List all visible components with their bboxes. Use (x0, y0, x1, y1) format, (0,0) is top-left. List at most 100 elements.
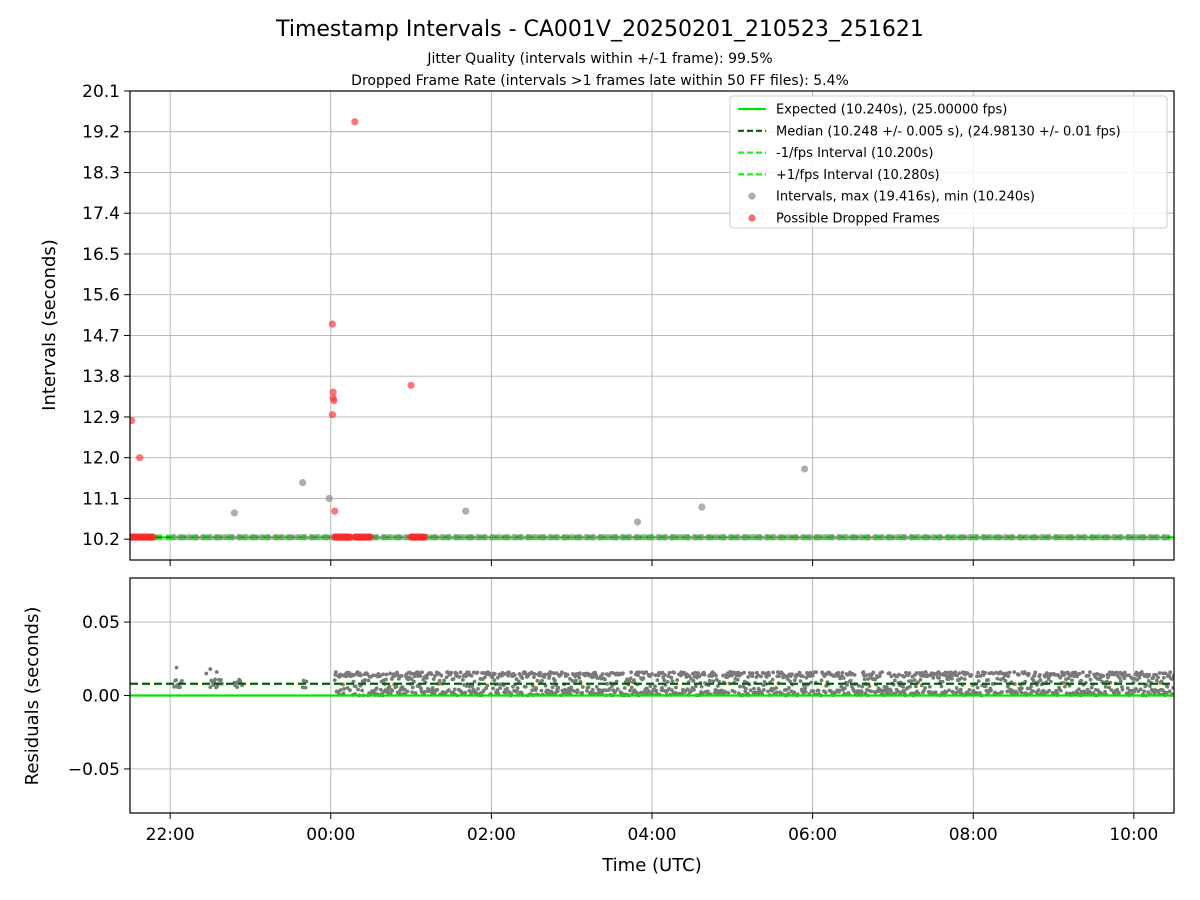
residual-point (948, 670, 953, 675)
residual-point (908, 684, 912, 689)
residual-point (381, 672, 385, 677)
interval-point (243, 533, 250, 541)
interval-point (325, 494, 333, 503)
interval-point (843, 533, 850, 541)
interval-point (987, 533, 995, 541)
time-x-tick-label: 04:00 (628, 825, 677, 845)
legend-entry: Median (10.248 +/- 0.005 s), (24.98130 +… (738, 124, 1121, 139)
residual-points (172, 665, 1174, 698)
residual-point (923, 685, 928, 690)
interval-point (597, 533, 604, 541)
residual-point (442, 678, 447, 683)
residual-point (777, 674, 781, 679)
residual-point (460, 677, 465, 682)
residual-point (848, 678, 853, 683)
residual-point (621, 671, 625, 676)
dropped-frame-point (328, 320, 336, 328)
residual-point (516, 679, 521, 684)
residual-point (555, 689, 560, 694)
interval-point (1002, 533, 1009, 541)
residual-point (962, 677, 967, 682)
interval-point (590, 533, 597, 541)
residual-point (873, 677, 877, 682)
interval-point (828, 533, 836, 541)
residual-point (506, 673, 511, 678)
residual-point (523, 684, 528, 689)
residual-point (429, 672, 434, 677)
residual-point (577, 675, 582, 680)
residual-point (374, 686, 379, 691)
residual-point (653, 684, 657, 689)
interval-point (857, 533, 865, 541)
residual-point (534, 686, 539, 691)
residual-point (420, 670, 425, 675)
residual-point (669, 688, 674, 693)
interval-point (937, 533, 944, 541)
residual-point (457, 674, 462, 679)
residual-point (428, 688, 433, 693)
residual-point (841, 676, 846, 680)
residual-point (537, 673, 542, 678)
residual-point (852, 673, 857, 677)
interval-point (1052, 533, 1060, 541)
residual-point (399, 674, 404, 678)
residual-point (726, 691, 731, 695)
residual-point (953, 670, 958, 675)
residual-point (1063, 684, 1067, 689)
residual-point (1124, 673, 1128, 678)
residual-point (1030, 689, 1035, 693)
residual-point (1171, 685, 1174, 690)
residual-point (613, 689, 618, 694)
residual-point (931, 675, 936, 680)
residual-point (662, 678, 667, 683)
legend-label: Intervals, max (19.416s), min (10.240s) (776, 190, 1035, 205)
interval-point (1103, 533, 1110, 541)
residual-point (495, 675, 500, 680)
residual-point (397, 691, 402, 696)
residual-point (958, 687, 963, 692)
residual-point (861, 670, 866, 674)
interval-point (756, 533, 763, 541)
residual-point (179, 678, 184, 683)
interval-point (647, 533, 655, 541)
residual-point (864, 673, 869, 678)
residual-point (378, 687, 383, 692)
residual-point (1107, 685, 1112, 690)
residual-point (1103, 684, 1108, 689)
dropped-frame-point (331, 507, 339, 515)
residual-point (840, 670, 845, 675)
interval-point (235, 533, 243, 541)
interval-point (539, 533, 547, 541)
residual-point (409, 677, 414, 681)
interval-point (481, 533, 489, 541)
residual-point (476, 686, 480, 691)
interval-point (517, 533, 525, 541)
interval-point (604, 533, 612, 541)
residual-point (1043, 674, 1048, 679)
intervals-y-tick-label: 16.5 (82, 245, 120, 265)
residual-point (300, 685, 305, 690)
interval-point (698, 503, 706, 511)
residual-point (1079, 678, 1084, 683)
intervals-y-ticks: 10.2 11.1 12.0 12.9 13.8 14.7 15.6 16.5 17.4 18.3… (82, 82, 1135, 566)
residual-point (629, 685, 634, 690)
residual-point (752, 686, 756, 691)
residual-point (629, 670, 634, 675)
residual-point (1029, 684, 1034, 689)
interval-point (474, 533, 482, 541)
residual-point (1114, 670, 1119, 675)
interval-point (944, 533, 951, 541)
residuals-ticks: 22:00 00:00 02:00 04:00 06:00 08:00 10:00 −0.05… (68, 613, 1158, 845)
residual-point (439, 673, 444, 678)
residual-point (353, 684, 358, 689)
residual-point (1086, 673, 1091, 678)
residual-point (410, 690, 415, 695)
interval-point (387, 533, 395, 541)
residual-point (172, 684, 177, 689)
residual-point (469, 673, 474, 678)
dropped-frame-point (420, 533, 429, 541)
legend-entry: -1/fps Interval (10.200s) (738, 146, 933, 161)
interval-point (698, 533, 706, 541)
interval-point (1045, 533, 1053, 541)
interval-point (792, 533, 800, 541)
